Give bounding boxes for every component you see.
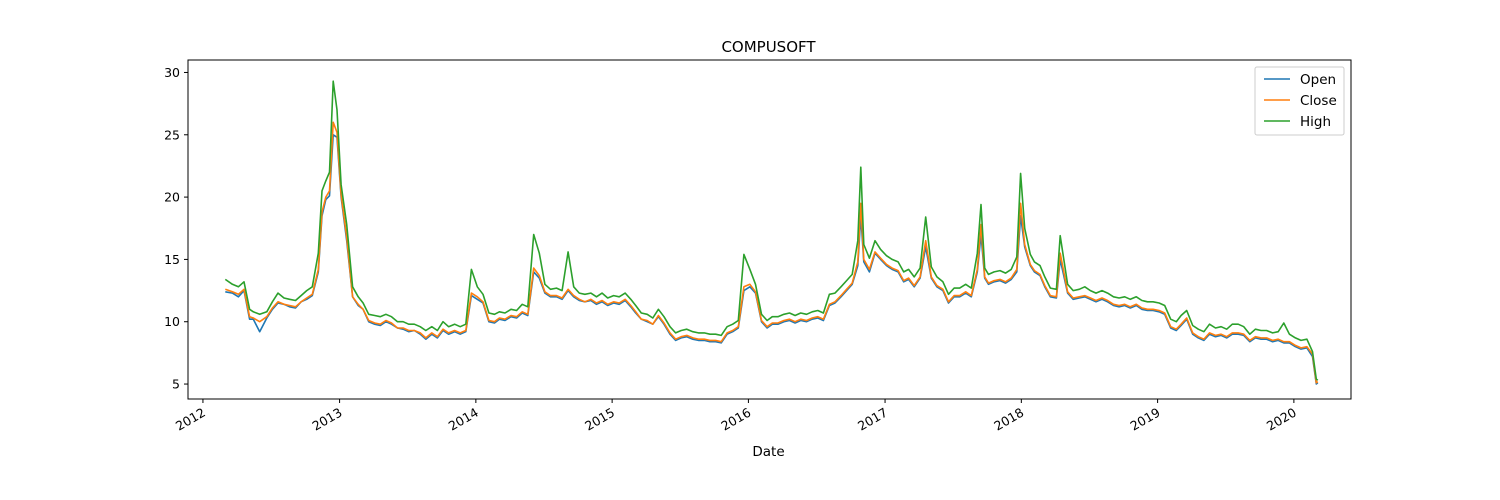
plot-area [224, 80, 1319, 385]
y-tick-label: 15 [164, 252, 180, 267]
x-axis-label: Date [752, 444, 784, 460]
y-tick-label: 10 [164, 314, 180, 329]
y-tick-label: 30 [164, 65, 180, 80]
axes-frame [187, 59, 1352, 400]
legend-label-close: Close [1300, 93, 1337, 109]
x-tick-label: 2013 [310, 405, 345, 434]
legend-label-open: Open [1300, 72, 1336, 88]
series-line-high [224, 80, 1319, 381]
x-tick-label: 2019 [1128, 405, 1163, 434]
x-tick-label: 2012 [173, 405, 208, 434]
legend-box [1254, 66, 1345, 136]
y-tick-label: 20 [164, 190, 180, 205]
y-tick-label: 5 [172, 377, 180, 392]
x-tick-label: 2016 [718, 405, 753, 434]
x-tick-label: 2014 [446, 405, 481, 434]
x-axis: 2012 2013 2014 2015 2016 2017 2018 2019 2020 [173, 399, 1299, 434]
series-line-open [225, 134, 1319, 385]
series-line-close [225, 121, 1319, 384]
x-tick-label: 2017 [855, 405, 890, 434]
y-tick-label: 25 [164, 127, 180, 142]
x-tick-label: 2018 [991, 405, 1026, 434]
y-axis: 5 10 15 20 25 30 [164, 65, 188, 392]
x-tick-label: 2015 [582, 405, 617, 434]
legend-label-high: High [1300, 114, 1331, 130]
chart-title: COMPUSOFT [721, 38, 816, 56]
x-tick-label: 2020 [1264, 405, 1299, 434]
legend: Open Close High [1254, 66, 1345, 136]
